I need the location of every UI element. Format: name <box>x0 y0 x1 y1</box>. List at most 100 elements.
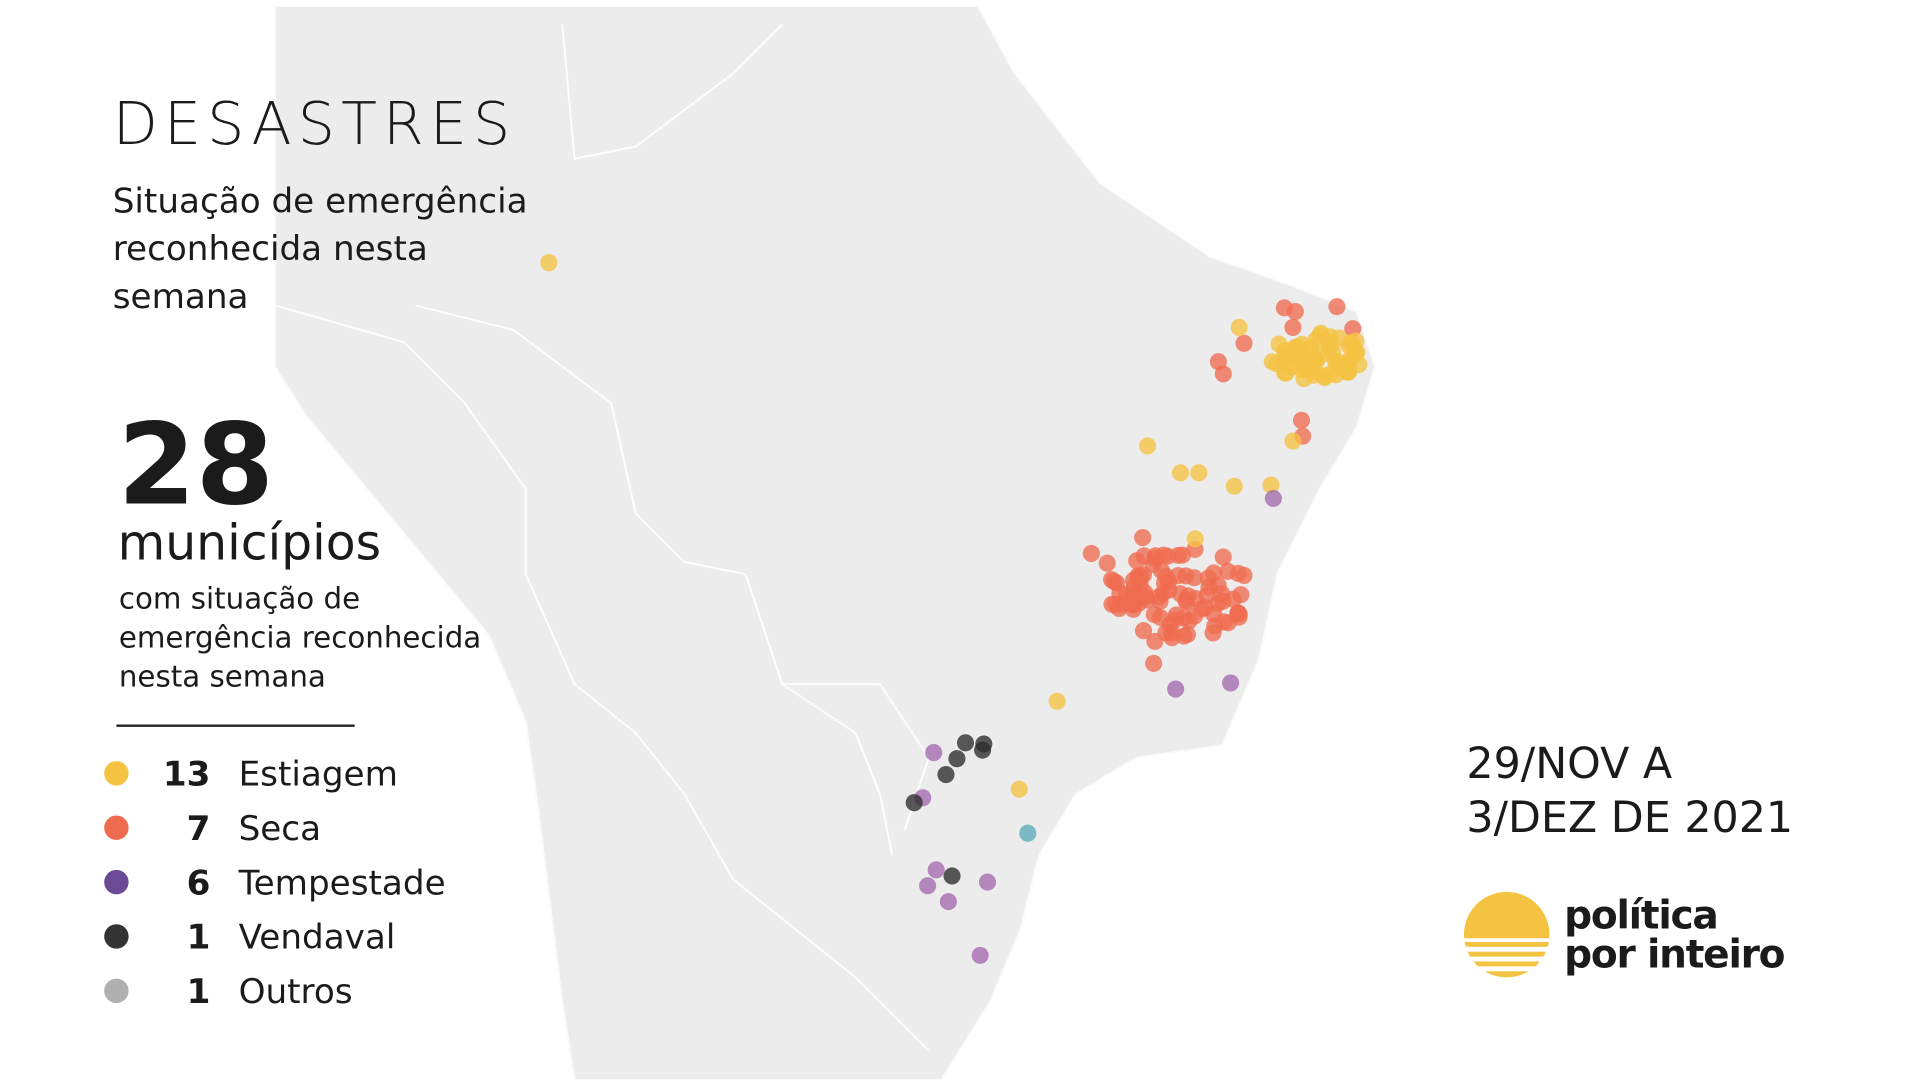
point <box>1219 614 1237 632</box>
point <box>1134 529 1152 547</box>
point <box>1214 365 1232 383</box>
point <box>1190 464 1208 482</box>
point <box>1292 411 1311 429</box>
point <box>1328 298 1346 316</box>
subtitle: Situação de emergência reconhecida nesta s… <box>113 182 528 317</box>
point <box>1159 547 1177 565</box>
point <box>1111 584 1129 602</box>
point <box>905 794 923 812</box>
period: 29/NOV A3/DEZ DE 2021 <box>1466 739 1793 843</box>
point <box>1264 489 1282 508</box>
point <box>956 734 975 752</box>
point <box>978 873 997 891</box>
point <box>1284 318 1302 336</box>
point <box>1178 625 1197 644</box>
point <box>1205 564 1223 582</box>
point <box>943 867 961 885</box>
point <box>1214 548 1232 566</box>
subtitle-line: Situação de emergência <box>113 182 528 222</box>
point <box>1186 530 1204 548</box>
point <box>1103 571 1121 589</box>
period-line: 29/NOV A <box>1466 739 1672 789</box>
legend-count: 1 <box>187 972 211 1012</box>
point <box>1268 355 1286 373</box>
logo-text: política <box>1564 894 1717 939</box>
period-line: 3/DEZ DE 2021 <box>1466 793 1793 843</box>
legend-swatch <box>104 761 129 786</box>
subtitle-line: reconhecida nesta <box>113 229 428 269</box>
point <box>948 750 966 768</box>
legend-label: Vendaval <box>239 918 396 958</box>
point <box>1326 352 1345 371</box>
point <box>1224 590 1242 608</box>
point <box>1171 464 1190 482</box>
point <box>1230 318 1248 336</box>
point <box>1138 437 1157 455</box>
point <box>1225 477 1243 495</box>
subtitle-line: semana <box>113 277 249 317</box>
point <box>937 766 955 784</box>
legend-label: Estiagem <box>239 755 398 795</box>
legend-count: 13 <box>163 755 211 795</box>
border-line <box>415 304 894 856</box>
point <box>1019 824 1037 842</box>
point <box>1185 607 1204 625</box>
point <box>1098 554 1116 572</box>
point <box>919 877 937 895</box>
legend-label: Tempestade <box>238 863 446 903</box>
point <box>1235 334 1253 352</box>
municipality-points <box>540 254 1368 964</box>
point <box>1348 343 1366 361</box>
description-line: emergência reconhecida <box>119 621 481 655</box>
legend-swatch <box>104 815 129 840</box>
point <box>1146 632 1164 650</box>
description: com situação de emergência reconhecida nes… <box>119 581 481 693</box>
point <box>1134 622 1153 640</box>
legend-count: 1 <box>187 918 211 958</box>
point <box>1287 338 1306 356</box>
legend-swatch <box>104 924 129 949</box>
point <box>1209 594 1227 612</box>
point <box>1297 350 1315 368</box>
point <box>925 744 943 762</box>
legend-label: Outros <box>239 972 353 1012</box>
point <box>540 254 558 272</box>
legend: 13 Estiagem 7 Seca 6 Tempestade 1 Vendaval 1 Outr… <box>104 755 446 1012</box>
border-line <box>274 304 930 1052</box>
legend-swatch <box>104 869 129 895</box>
point <box>1125 578 1143 596</box>
point <box>1186 590 1204 608</box>
point <box>1145 654 1163 672</box>
legend-count: 6 <box>187 863 211 903</box>
point <box>939 893 957 911</box>
point <box>1165 611 1184 629</box>
description-line: com situação de <box>119 581 360 615</box>
point <box>1219 562 1237 580</box>
point <box>971 946 989 964</box>
logo-text: por inteiro <box>1564 933 1785 978</box>
point <box>1167 680 1185 698</box>
point <box>1330 329 1348 347</box>
legend-count: 7 <box>187 809 211 849</box>
count-label: municípios <box>118 515 381 572</box>
count: 28 <box>118 399 274 530</box>
point <box>1082 544 1100 562</box>
point <box>1010 780 1028 798</box>
continent <box>274 5 1376 1080</box>
point <box>1284 432 1302 450</box>
point <box>1155 574 1174 592</box>
description-line: nesta semana <box>119 660 326 694</box>
point <box>1163 629 1181 647</box>
point <box>1286 302 1304 321</box>
point <box>1128 552 1146 570</box>
logo: política por inteiro <box>1463 891 1786 978</box>
point <box>1048 692 1066 710</box>
point <box>927 861 945 879</box>
legend-swatch <box>104 978 129 1004</box>
point <box>1222 674 1240 692</box>
border-line <box>561 23 783 160</box>
point <box>1151 592 1169 610</box>
point <box>1171 585 1189 603</box>
